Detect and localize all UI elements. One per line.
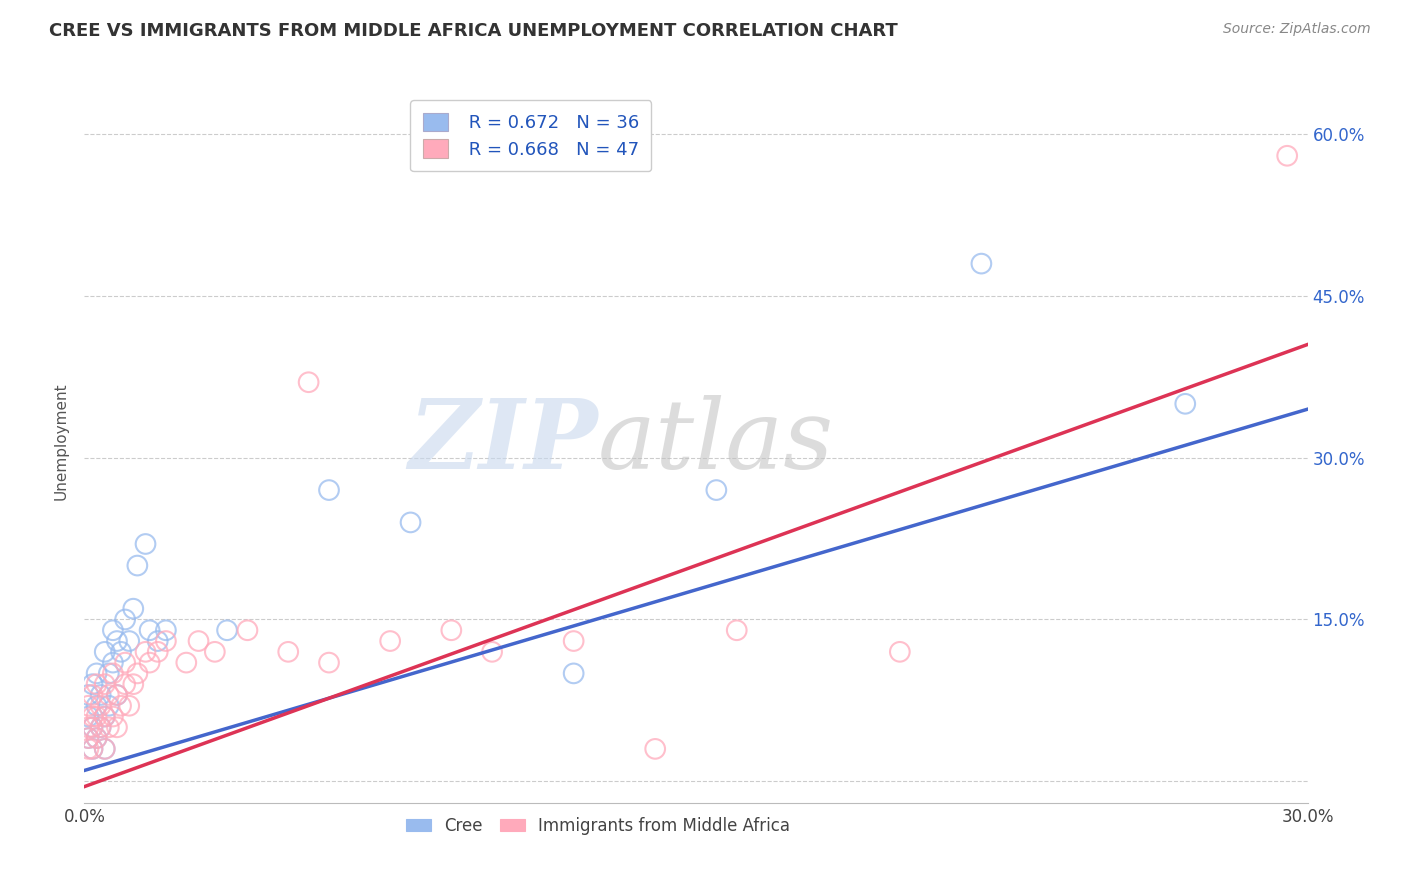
Point	[101, 624, 124, 638]
Point	[77, 742, 100, 756]
Point	[105, 634, 128, 648]
Point	[122, 601, 145, 615]
Point	[155, 624, 177, 638]
Point	[86, 677, 108, 691]
Point	[93, 742, 115, 756]
Point	[298, 376, 321, 390]
Point	[77, 688, 100, 702]
Point	[114, 656, 136, 670]
Point	[118, 634, 141, 648]
Point	[105, 688, 128, 702]
Point	[105, 720, 128, 734]
Point	[1174, 397, 1197, 411]
Point	[970, 257, 993, 271]
Point	[318, 656, 340, 670]
Point	[82, 688, 104, 702]
Point	[481, 645, 503, 659]
Point	[889, 645, 911, 659]
Text: ZIP: ZIP	[409, 394, 598, 489]
Point	[90, 720, 112, 734]
Point	[204, 645, 226, 659]
Point	[86, 731, 108, 745]
Text: atlas: atlas	[598, 394, 834, 489]
Point	[93, 742, 115, 756]
Point	[86, 698, 108, 713]
Point	[562, 666, 585, 681]
Point	[236, 624, 259, 638]
Point	[101, 709, 124, 723]
Point	[1277, 149, 1299, 163]
Point	[562, 634, 585, 648]
Point	[146, 645, 169, 659]
Point	[277, 645, 299, 659]
Point	[97, 666, 120, 681]
Point	[138, 656, 160, 670]
Point	[174, 656, 197, 670]
Point	[82, 709, 104, 723]
Point	[187, 634, 209, 648]
Point	[90, 720, 112, 734]
Point	[135, 645, 157, 659]
Point	[380, 634, 402, 648]
Point	[82, 720, 104, 734]
Point	[77, 731, 100, 745]
Point	[93, 645, 115, 659]
Point	[86, 731, 108, 745]
Text: Source: ZipAtlas.com: Source: ZipAtlas.com	[1223, 22, 1371, 37]
Point	[93, 677, 115, 691]
Point	[90, 688, 112, 702]
Point	[93, 709, 115, 723]
Point	[706, 483, 728, 497]
Point	[93, 709, 115, 723]
Point	[644, 742, 666, 756]
Point	[114, 677, 136, 691]
Point	[127, 666, 149, 681]
Point	[118, 698, 141, 713]
Point	[90, 698, 112, 713]
Point	[110, 645, 132, 659]
Point	[135, 537, 157, 551]
Point	[105, 688, 128, 702]
Point	[101, 656, 124, 670]
Y-axis label: Unemployment: Unemployment	[53, 383, 69, 500]
Legend: Cree, Immigrants from Middle Africa: Cree, Immigrants from Middle Africa	[399, 810, 797, 841]
Point	[82, 742, 104, 756]
Point	[101, 666, 124, 681]
Point	[77, 698, 100, 713]
Point	[77, 709, 100, 723]
Point	[155, 634, 177, 648]
Point	[77, 720, 100, 734]
Point	[97, 688, 120, 702]
Point	[127, 558, 149, 573]
Point	[440, 624, 463, 638]
Point	[82, 742, 104, 756]
Point	[114, 612, 136, 626]
Point	[138, 624, 160, 638]
Text: CREE VS IMMIGRANTS FROM MIDDLE AFRICA UNEMPLOYMENT CORRELATION CHART: CREE VS IMMIGRANTS FROM MIDDLE AFRICA UN…	[49, 22, 898, 40]
Point	[399, 516, 422, 530]
Point	[82, 677, 104, 691]
Point	[97, 720, 120, 734]
Point	[318, 483, 340, 497]
Point	[97, 698, 120, 713]
Point	[86, 666, 108, 681]
Point	[77, 731, 100, 745]
Point	[122, 677, 145, 691]
Point	[217, 624, 239, 638]
Point	[146, 634, 169, 648]
Point	[110, 698, 132, 713]
Point	[725, 624, 748, 638]
Point	[86, 709, 108, 723]
Point	[82, 720, 104, 734]
